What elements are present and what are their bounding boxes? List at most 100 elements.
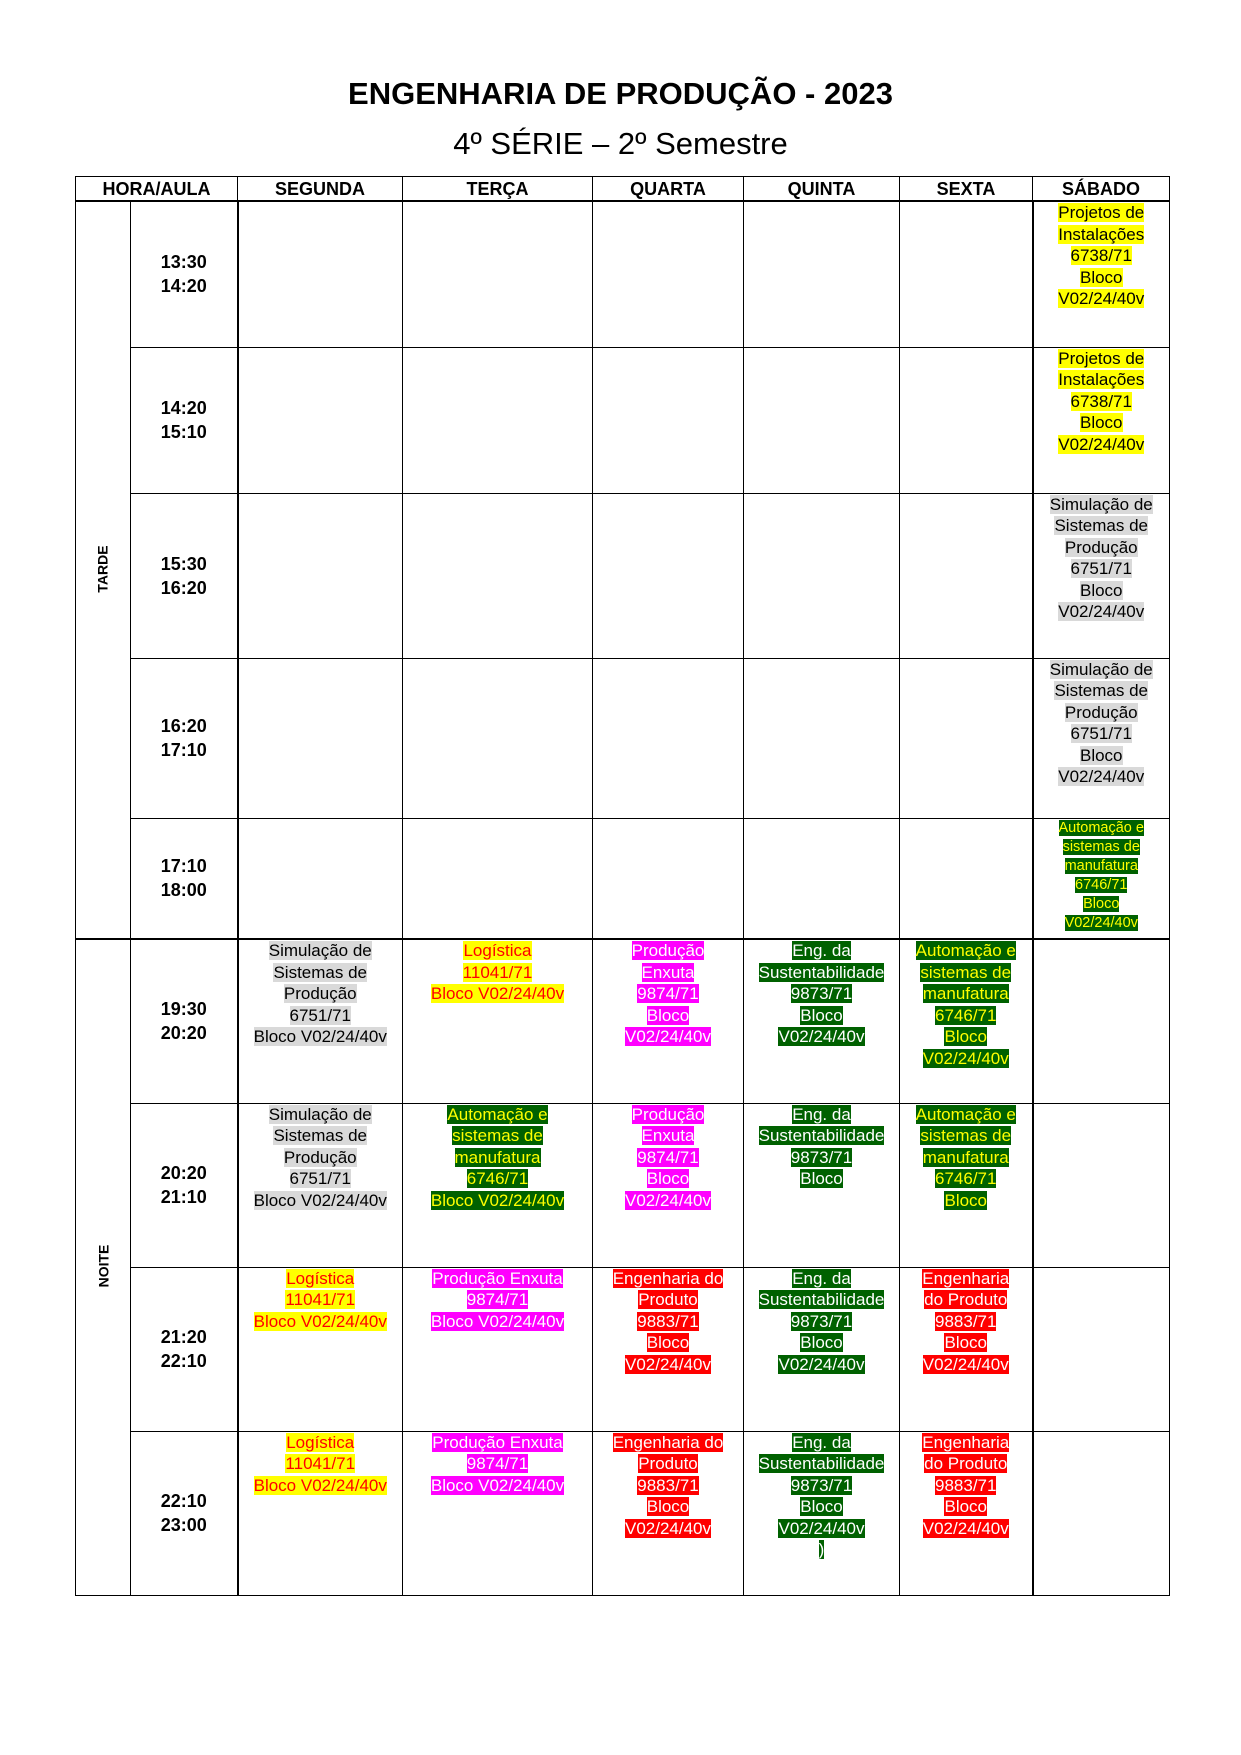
- class-line-wrap: Produção: [593, 940, 743, 962]
- class-line-wrap: Produção: [593, 1104, 743, 1126]
- slot-quinta: [743, 492, 900, 659]
- slot-terca: [402, 657, 593, 819]
- class-line-wrap: Bloco: [744, 1005, 899, 1027]
- class-line: Bloco V02/24/40v: [430, 1190, 565, 1210]
- class-line-wrap: 11041/71: [239, 1453, 403, 1475]
- class-line-wrap: 9873/71: [744, 983, 899, 1005]
- class-line: Bloco: [646, 1169, 690, 1189]
- class-line-wrap: 11041/71: [403, 962, 592, 984]
- header-sabado: SÁBADO: [1032, 176, 1170, 202]
- class-line: Simulação de: [1049, 494, 1153, 514]
- class-line-wrap: Engenharia: [900, 1268, 1032, 1290]
- class-line-wrap: Bloco: [1034, 745, 1170, 767]
- class-line-wrap: Enxuta: [593, 962, 743, 984]
- class-line: 9874/71: [637, 1147, 699, 1167]
- period-cell-noite: NOITE: [75, 938, 131, 1596]
- class-line-wrap: Bloco: [593, 1168, 743, 1190]
- class-line: Bloco: [1079, 745, 1123, 765]
- slot-sexta: Automação e sistemas de manufatura 6746/71 B…: [899, 1102, 1033, 1268]
- table-row: 20:20 21:10 Simulação de Sistemas de Produçã…: [76, 1102, 1170, 1268]
- header-sexta: SEXTA: [899, 176, 1033, 202]
- slot-terca: [402, 817, 593, 940]
- slot-sexta: [899, 492, 1033, 659]
- class-line: Bloco: [1083, 895, 1120, 912]
- table-row: NOITE 19:30 20:20 Simulação de Sistemas de Pr…: [75, 938, 1170, 1596]
- class-line-wrap: do Produto: [900, 1453, 1032, 1475]
- class-line: 11041/71: [285, 1290, 356, 1310]
- class-line-wrap: Instalações: [1034, 224, 1170, 246]
- class-line: Eng. da: [792, 1104, 851, 1124]
- time-start: 15:30: [160, 553, 207, 574]
- slot-terca: Produção Enxuta 9874/71 Bloco V02/24/40v: [402, 1430, 593, 1596]
- class-line-wrap: Sistemas de: [1034, 680, 1170, 702]
- class-line-wrap: Sustentabilidade: [744, 1453, 899, 1475]
- class-line-wrap: Bloco V02/24/40v: [403, 1475, 592, 1497]
- class-line-wrap: Bloco: [1034, 267, 1170, 289]
- class-line: sistemas de: [452, 1126, 543, 1146]
- class-line: 9873/71: [790, 1147, 853, 1167]
- class-line: V02/24/40v: [778, 1027, 865, 1047]
- slot-quarta: Engenharia do Produto 9883/71 Bloco V02/24/4…: [592, 1430, 744, 1596]
- class-line-wrap: V02/24/40v: [900, 1048, 1032, 1070]
- class-line-wrap: 6738/71: [1034, 245, 1170, 267]
- class-line-wrap: V02/24/40v: [900, 1354, 1032, 1376]
- slot-segunda: [236, 657, 403, 819]
- class-line-wrap: manufatura: [900, 1147, 1032, 1169]
- class-line: do Produto: [924, 1290, 1008, 1310]
- class-line-wrap: Engenharia do: [593, 1268, 743, 1290]
- class-line: Sustentabilidade: [758, 1290, 885, 1310]
- slot-quarta: [592, 492, 744, 659]
- class-line: Bloco: [1079, 580, 1123, 600]
- class-line-wrap: Engenharia: [900, 1432, 1032, 1454]
- time-slot: 22:10 23:00: [130, 1430, 238, 1596]
- slot-quinta: [743, 817, 900, 940]
- class-line: Automação e: [1058, 819, 1144, 836]
- class-line: Sustentabilidade: [758, 962, 885, 982]
- class-line: Bloco: [800, 1497, 843, 1517]
- class-line: Bloco: [800, 1005, 843, 1025]
- class-line-wrap: V02/24/40v: [593, 1354, 743, 1376]
- class-line: Produção: [631, 941, 705, 960]
- class-line: Produção: [283, 1147, 357, 1167]
- class-line: 9874/71: [637, 984, 699, 1004]
- slot-sexta: Engenharia do Produto 9883/71 Bloco V02/24/4…: [899, 1266, 1033, 1432]
- class-line-wrap: Bloco V02/24/40v: [239, 1475, 403, 1497]
- period-cell-tarde: TARDE: [75, 200, 131, 940]
- class-line: Bloco V02/24/40v: [253, 1311, 387, 1331]
- table-row: 15:30 16:20 Simulação de Sistemas de Produçã…: [76, 492, 1170, 659]
- class-line-wrap: manufatura: [403, 1147, 592, 1169]
- class-line: Logística: [286, 1432, 355, 1452]
- class-line-wrap: 9874/71: [403, 1453, 592, 1475]
- class-line: sistemas de: [920, 962, 1012, 982]
- class-line-wrap: Bloco: [593, 1332, 743, 1354]
- slot-quinta: Eng. da Sustentabilidade 9873/71 Bloco V02/2…: [743, 1266, 900, 1432]
- class-line: V02/24/40v: [1058, 602, 1145, 622]
- time-slot: 20:20 21:10: [130, 1102, 238, 1268]
- class-line: Logística: [286, 1268, 355, 1288]
- class-line-wrap: Produção: [239, 1147, 403, 1169]
- class-line: Bloco: [944, 1497, 988, 1517]
- class-line: 6746/71: [935, 1169, 997, 1189]
- class-line-wrap: Bloco: [1034, 580, 1170, 602]
- class-line: 6738/71: [1070, 246, 1132, 266]
- class-line-wrap: Produto: [593, 1453, 743, 1475]
- slot-segunda: [236, 492, 403, 659]
- class-line-wrap: Automação e: [1034, 819, 1170, 838]
- slot-quarta: Produção Enxuta 9874/71 Bloco V02/24/40v: [592, 938, 744, 1104]
- class-line: Produção: [1064, 702, 1138, 722]
- class-line: V02/24/40v: [922, 1048, 1009, 1068]
- class-line-wrap: V02/24/40v: [1034, 434, 1170, 456]
- time-start: 21:20: [160, 1327, 207, 1347]
- class-line-wrap: Logística: [239, 1432, 403, 1454]
- class-line: manufatura: [1064, 857, 1138, 874]
- table-row: TARDE 13:30 14:20 Projetos de Instalações 673…: [75, 200, 1170, 940]
- class-line: Bloco V02/24/40v: [430, 1475, 565, 1495]
- time-start: 13:30: [160, 252, 207, 273]
- class-line-wrap: Produção Enxuta: [403, 1432, 592, 1454]
- class-line: Bloco V02/24/40v: [253, 1190, 387, 1210]
- slot-terca: Automação e sistemas de manufatura 6746/71 B…: [402, 1102, 593, 1268]
- class-line-wrap: V02/24/40v: [744, 1354, 899, 1376]
- header-quinta: QUINTA: [743, 176, 900, 202]
- class-line: 6751/71: [1070, 724, 1132, 744]
- class-line: 6738/71: [1070, 391, 1132, 411]
